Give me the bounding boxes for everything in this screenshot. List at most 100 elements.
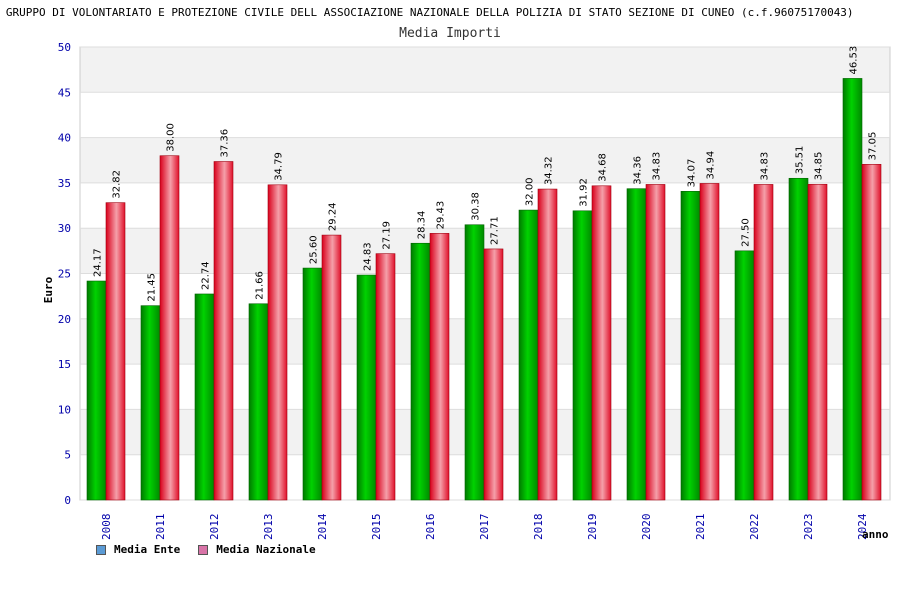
data-label: 24.17 <box>93 248 104 277</box>
x-tick-label: 2015 <box>370 514 383 541</box>
data-label: 34.83 <box>652 152 663 181</box>
x-tick-label: 2024 <box>856 513 869 540</box>
x-tick-label: 2008 <box>100 514 113 541</box>
bar-media-nazionale-2016 <box>429 233 450 501</box>
data-label: 24.83 <box>363 242 374 271</box>
bar-media-ente-2020 <box>626 188 647 501</box>
chart-subtitle: Media Importi <box>399 26 501 41</box>
legend-swatch-media-nazionale <box>198 544 209 555</box>
data-label: 21.45 <box>147 273 158 302</box>
bar-media-ente-2019 <box>572 210 593 501</box>
x-tick-label: 2019 <box>586 514 599 541</box>
chart-title: OV GRUPPO DI VOLONTARIATO E PROTEZIONE C… <box>0 6 854 19</box>
bar-media-nazionale-2017 <box>483 248 504 501</box>
y-tick-label: 30 <box>58 222 71 235</box>
data-label: 31.92 <box>579 178 590 207</box>
bar-media-nazionale-2014 <box>321 234 342 501</box>
y-tick-label: 20 <box>58 313 71 326</box>
bar-media-nazionale-2023 <box>807 183 828 501</box>
x-axis-label: anno <box>862 528 889 541</box>
y-tick-label: 50 <box>58 41 71 54</box>
x-tick-label: 2020 <box>640 514 653 541</box>
y-tick-label: 35 <box>58 177 71 190</box>
bar-media-ente-2022 <box>734 250 755 501</box>
bar-media-nazionale-2019 <box>591 185 612 501</box>
y-tick-label: 45 <box>58 86 71 99</box>
y-tick-label: 40 <box>58 132 71 145</box>
x-tick-label: 2018 <box>532 514 545 541</box>
legend-label-media-ente: Media Ente <box>114 543 181 556</box>
data-label: 34.36 <box>633 156 644 185</box>
bar-media-ente-2012 <box>194 293 215 501</box>
data-label: 27.71 <box>490 216 501 245</box>
y-axis-ticks: 0 5 10 15 20 25 30 35 40 45 50 <box>58 41 71 507</box>
bar-media-ente-2021 <box>680 191 701 501</box>
plot-band <box>80 47 890 93</box>
data-label: 34.68 <box>598 153 609 182</box>
x-axis-ticks: 2008 2011 2012 2013 2014 2015 2016 2017 2018 2019… <box>100 513 869 540</box>
data-label: 34.85 <box>814 152 825 181</box>
data-label: 25.60 <box>309 235 320 264</box>
bar-media-nazionale-2015 <box>375 253 396 501</box>
bar-media-ente-2011 <box>140 305 161 501</box>
y-tick-label: 15 <box>58 358 71 371</box>
y-axis-label: Euro <box>42 276 55 303</box>
bar-media-ente-2013 <box>248 303 269 501</box>
data-label: 21.66 <box>255 271 266 300</box>
data-label: 27.50 <box>741 218 752 247</box>
data-label: 34.83 <box>760 152 771 181</box>
data-label: 30.38 <box>471 192 482 221</box>
bars-group: 24.17 32.82 21.45 38.00 22.74 37.36 21.66 34.79… <box>86 46 882 501</box>
data-label: 37.05 <box>868 132 879 161</box>
bar-media-nazionale-2022 <box>753 184 774 501</box>
y-tick-label: 5 <box>64 449 71 462</box>
data-label: 34.07 <box>687 159 698 188</box>
x-tick-label: 2017 <box>478 514 491 541</box>
bar-media-ente-2024 <box>842 78 863 501</box>
data-label: 32.00 <box>525 177 536 206</box>
data-label: 28.34 <box>417 211 428 240</box>
data-label: 34.94 <box>706 151 717 180</box>
bar-media-nazionale-2011 <box>159 155 180 501</box>
plot-band <box>80 92 890 138</box>
data-label: 29.43 <box>436 201 447 230</box>
bar-media-ente-2015 <box>356 274 377 501</box>
bar-media-nazionale-2008 <box>105 202 126 501</box>
x-tick-label: 2021 <box>694 514 707 541</box>
data-label: 35.51 <box>795 146 806 175</box>
legend-label-media-nazionale: Media Nazionale <box>216 543 316 556</box>
data-label: 34.79 <box>274 152 285 181</box>
x-tick-label: 2011 <box>154 514 167 541</box>
bar-media-nazionale-2018 <box>537 188 558 501</box>
data-label: 32.82 <box>112 170 123 199</box>
data-label: 34.32 <box>544 156 555 185</box>
x-tick-label: 2012 <box>208 514 221 541</box>
data-label: 29.24 <box>328 202 339 231</box>
data-label: 38.00 <box>166 123 177 152</box>
bar-media-ente-2017 <box>464 224 485 501</box>
x-tick-label: 2023 <box>802 514 815 541</box>
bar-media-ente-2008 <box>86 280 107 501</box>
bar-media-ente-2014 <box>302 267 323 501</box>
x-tick-label: 2022 <box>748 514 761 541</box>
bar-media-nazionale-2012 <box>213 161 234 501</box>
data-label: 46.53 <box>849 46 860 75</box>
data-label: 37.36 <box>220 129 231 158</box>
bar-media-nazionale-2013 <box>267 184 288 501</box>
y-tick-label: 25 <box>58 268 71 281</box>
x-tick-label: 2013 <box>262 514 275 541</box>
legend: Media Ente Media Nazionale <box>96 543 334 556</box>
bar-media-nazionale-2020 <box>645 184 666 501</box>
x-tick-label: 2016 <box>424 514 437 541</box>
data-label: 22.74 <box>201 261 212 290</box>
legend-swatch-media-ente <box>96 544 106 555</box>
bar-media-nazionale-2024 <box>861 164 882 501</box>
x-tick-label: 2014 <box>316 513 329 540</box>
data-label: 27.19 <box>382 221 393 250</box>
legend-item-media-nazionale: Media Nazionale <box>198 543 316 556</box>
bar-media-ente-2018 <box>518 209 539 501</box>
y-tick-label: 10 <box>58 403 71 416</box>
bar-media-ente-2016 <box>410 242 431 501</box>
y-tick-label: 0 <box>64 494 71 507</box>
